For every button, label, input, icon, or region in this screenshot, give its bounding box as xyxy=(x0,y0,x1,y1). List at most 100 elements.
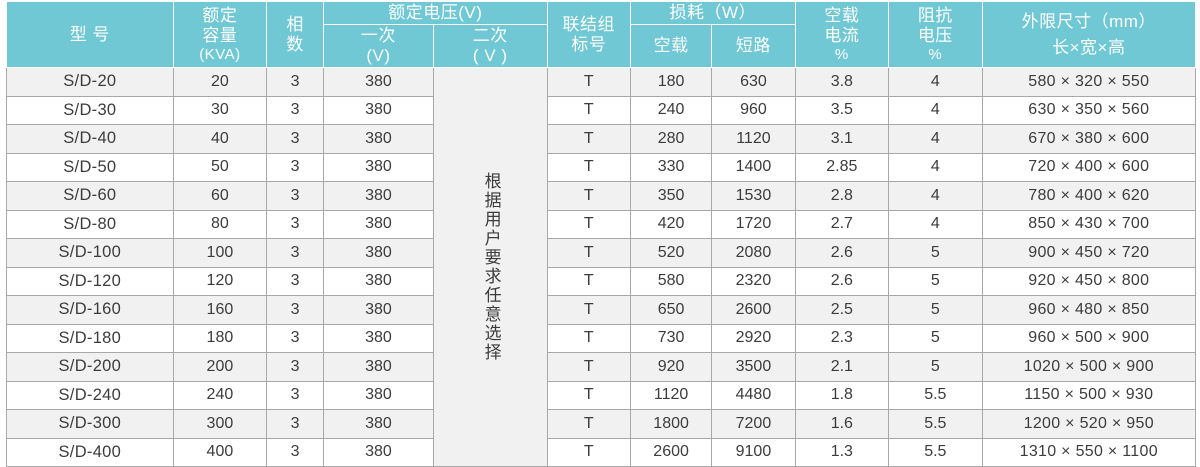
cell-model: S/D-50 xyxy=(6,152,174,183)
cell-impedance-voltage: 4 xyxy=(888,181,983,211)
cell-loss-noload: 1120 xyxy=(629,380,713,411)
cell-rated-capacity: 100 xyxy=(172,238,268,268)
cell-connection-group: T xyxy=(546,181,631,211)
cell-phases: 3 xyxy=(266,295,325,325)
cell-noload-current: 2.85 xyxy=(794,152,890,183)
cell-phases: 3 xyxy=(266,124,325,154)
cell-loss-noload: 730 xyxy=(629,323,713,354)
cell-loss-shortcircuit: 7200 xyxy=(711,409,796,439)
cell-loss-shortcircuit: 960 xyxy=(711,95,796,126)
cell-impedance-voltage: 5 xyxy=(888,323,983,354)
header-impedance-voltage: 阻抗 电压 % xyxy=(888,2,983,69)
cell-noload-current: 2.3 xyxy=(794,323,890,354)
header-phases: 相 数 xyxy=(266,2,325,69)
cell-connection-group: T xyxy=(546,266,631,297)
cell-primary-voltage: 380 xyxy=(323,437,434,467)
cell-connection-group: T xyxy=(546,124,631,154)
table-row: S/D-100 100 3 380 T 520 2080 2.6 5 900 × 450 × 72… xyxy=(6,238,1197,268)
cell-impedance-voltage: 5.5 xyxy=(888,380,983,411)
cell-dimensions: 960 × 500 × 900 xyxy=(981,323,1197,354)
cell-impedance-voltage: 5 xyxy=(888,238,983,268)
cell-connection-group: T xyxy=(546,67,631,97)
header-primary-voltage: 一次 (V) xyxy=(323,24,434,69)
header-loss-shortcircuit: 短路 xyxy=(711,24,796,69)
cell-loss-noload: 330 xyxy=(629,152,713,183)
cell-primary-voltage: 380 xyxy=(323,67,434,97)
spec-table-container: 型 号 额定 容量 (KVA) 相 数 额定电压 (V) 联结组 标号 损耗（W） xyxy=(6,2,1197,467)
cell-loss-shortcircuit: 2320 xyxy=(711,266,796,297)
table-row: S/D-400 400 3 380 T 2600 9100 1.3 5.5 1310 × 550 … xyxy=(6,437,1197,467)
table-row: S/D-50 50 3 380 T 330 1400 2.85 4 720 × 400 × 600 xyxy=(6,152,1197,183)
table-row: S/D-40 40 3 380 T 280 1120 3.1 4 670 × 380 × 600 xyxy=(6,124,1197,154)
cell-loss-shortcircuit: 1120 xyxy=(711,124,796,154)
cell-loss-shortcircuit: 2080 xyxy=(711,238,796,268)
header-connection-group: 联结组 标号 xyxy=(546,2,631,69)
cell-loss-shortcircuit: 1720 xyxy=(711,209,796,240)
table-row: S/D-20 20 3 380 根据用户要求任意选择 T 180 630 3.8 4 580 × 3… xyxy=(6,67,1197,467)
cell-primary-voltage: 380 xyxy=(323,95,434,126)
cell-phases: 3 xyxy=(266,67,325,97)
cell-noload-current: 3.5 xyxy=(794,95,890,126)
cell-phases: 3 xyxy=(266,95,325,126)
table-header: 型 号 额定 容量 (KVA) 相 数 额定电压 (V) 联结组 标号 损耗（W） xyxy=(6,2,1197,69)
cell-primary-voltage: 380 xyxy=(323,323,434,354)
cell-loss-noload: 920 xyxy=(629,352,713,382)
header-primary-line1: 一次 xyxy=(360,26,396,46)
header-dimensions: 外限尺寸（mm） 长×宽×高 xyxy=(981,2,1197,69)
cell-primary-voltage: 380 xyxy=(323,124,434,154)
cell-impedance-voltage: 5.5 xyxy=(888,409,983,439)
cell-noload-current: 1.3 xyxy=(794,437,890,467)
cell-model: S/D-180 xyxy=(6,323,174,354)
header-rated-capacity-unit: (KVA) xyxy=(199,45,241,63)
header-loss: 损耗（W） xyxy=(629,2,796,26)
table-row: S/D-120 120 3 380 T 580 2320 2.6 5 920 × 450 × 80… xyxy=(6,266,1197,297)
cell-primary-voltage: 380 xyxy=(323,209,434,240)
cell-loss-noload: 650 xyxy=(629,295,713,325)
cell-model: S/D-60 xyxy=(6,181,174,211)
header-row-sub: 一次 (V) 二次 ( V ) 空载 短路 xyxy=(7,24,1196,69)
cell-rated-capacity: 200 xyxy=(172,352,268,382)
table-row: S/D-160 160 3 380 T 650 2600 2.5 5 960 × 480 × 85… xyxy=(6,295,1197,325)
cell-secondary-voltage-note: 根据用户要求任意选择 xyxy=(432,67,548,467)
table-row: S/D-80 80 3 380 T 420 1720 2.7 4 850 × 430 × 700 xyxy=(6,209,1197,240)
cell-connection-group: T xyxy=(546,95,631,126)
cell-phases: 3 xyxy=(266,266,325,297)
cell-loss-shortcircuit: 3500 xyxy=(711,352,796,382)
cell-model: S/D-120 xyxy=(6,266,174,297)
cell-primary-voltage: 380 xyxy=(323,266,434,297)
table-row: S/D-60 60 3 380 T 350 1530 2.8 4 780 × 400 × 620 xyxy=(6,181,1197,211)
cell-model: S/D-160 xyxy=(6,295,174,325)
header-primary-unit: (V) xyxy=(366,46,391,66)
cell-dimensions: 1150 × 500 × 930 xyxy=(981,380,1197,411)
cell-dimensions: 630 × 350 × 560 xyxy=(981,95,1197,126)
cell-impedance-voltage: 5 xyxy=(888,352,983,382)
cell-phases: 3 xyxy=(266,380,325,411)
table-row: S/D-240 240 3 380 T 1120 4480 1.8 5.5 1150 × 500 … xyxy=(6,380,1197,411)
header-model: 型 号 xyxy=(6,2,174,69)
cell-dimensions: 960 × 480 × 850 xyxy=(981,295,1197,325)
cell-connection-group: T xyxy=(546,152,631,183)
cell-primary-voltage: 380 xyxy=(323,380,434,411)
cell-rated-capacity: 50 xyxy=(172,152,268,183)
cell-dimensions: 1200 × 520 × 950 xyxy=(981,409,1197,439)
cell-phases: 3 xyxy=(266,409,325,439)
cell-dimensions: 670 × 380 × 600 xyxy=(981,124,1197,154)
table-row: S/D-180 180 3 380 T 730 2920 2.3 5 960 × 500 × 90… xyxy=(6,323,1197,354)
cell-loss-noload: 240 xyxy=(629,95,713,126)
header-connection-line2: 标号 xyxy=(571,34,607,54)
header-rated-capacity: 额定 容量 (KVA) xyxy=(172,2,268,69)
header-noload-current-line1: 空载 xyxy=(824,5,860,25)
cell-rated-capacity: 160 xyxy=(172,295,268,325)
cell-rated-capacity: 30 xyxy=(172,95,268,126)
cell-noload-current: 3.8 xyxy=(794,67,890,97)
cell-noload-current: 2.1 xyxy=(794,352,890,382)
header-row-top: 型 号 额定 容量 (KVA) 相 数 额定电压 (V) 联结组 标号 损耗（W） xyxy=(6,2,1197,69)
cell-rated-capacity: 60 xyxy=(172,181,268,211)
secondary-note-text: 根据用户要求任意选择 xyxy=(481,172,501,363)
cell-dimensions: 850 × 430 × 700 xyxy=(981,209,1197,240)
secondary-note-wrapper: 根据用户要求任意选择 xyxy=(434,68,547,466)
header-impedance-line3: % xyxy=(928,45,943,63)
header-rated-capacity-line1: 额定 xyxy=(202,5,238,25)
cell-noload-current: 1.6 xyxy=(794,409,890,439)
header-impedance-line2: 电压 xyxy=(917,25,953,45)
